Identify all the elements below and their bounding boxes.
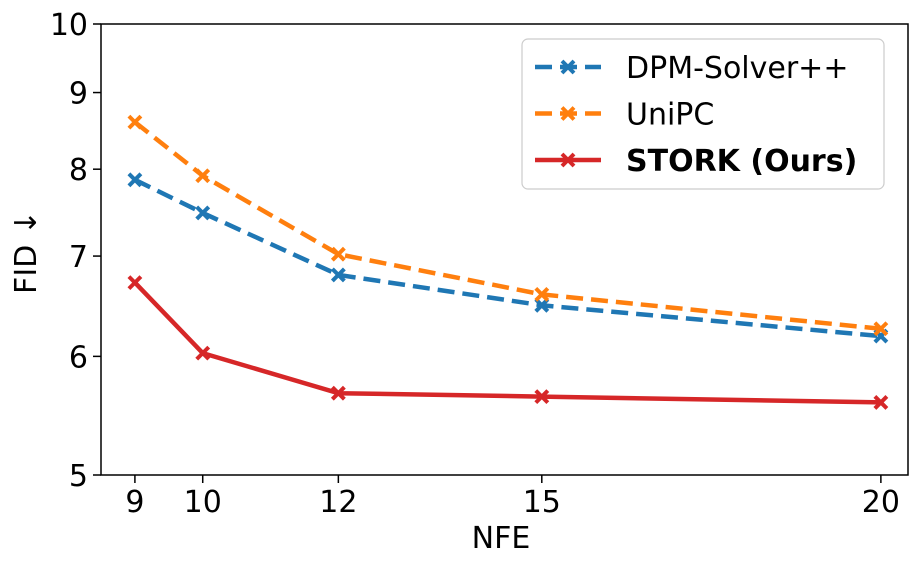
legend-entry: UniPC [535,98,714,133]
x-tick-label: 12 [319,485,357,520]
series-line [133,177,882,339]
legend-swatch-marker [560,152,576,168]
data-point [195,345,211,361]
y-tick-label: 7 [69,240,88,275]
data-point [127,114,143,130]
legend-label: STORK (Ours) [626,144,857,179]
series-1 [127,114,889,337]
x-tick-label: 20 [862,485,900,520]
series-2 [127,275,889,410]
data-point [330,267,346,283]
data-point [534,297,550,313]
data-point [873,321,889,337]
data-point [534,389,550,405]
legend: DPM-Solver++ UniPC STORK (Ours) [521,38,885,190]
legend-label: DPM-Solver++ [626,51,848,86]
legend-swatch-marker [560,106,576,121]
data-point [534,286,550,302]
legend-entry: STORK (Ours) [535,144,857,179]
y-tick-label: 5 [69,459,88,494]
y-tick-label: 10 [50,8,88,43]
series-line [133,120,882,332]
data-point [127,275,143,291]
data-point [195,205,211,221]
y-tick-label: 6 [69,340,88,375]
legend-swatch-marker [560,59,576,75]
y-axis: 5 6 7 8 9 10 [50,8,101,494]
x-tick-label: 15 [523,485,561,520]
series-line [133,281,881,405]
x-tick-label: 9 [125,485,144,520]
data-point [330,246,346,262]
data-point [195,168,211,184]
plot-frame [100,23,909,476]
series-layer [127,114,889,410]
y-axis-label: FID ↓ [9,210,44,294]
x-axis: 9 10 12 15 20 [125,475,900,520]
legend-box [521,38,885,190]
data-point [873,395,889,410]
legend-label: UniPC [626,98,714,133]
y-tick-label: 9 [69,77,88,112]
x-tick-label: 10 [184,485,222,520]
legend-entry: DPM-Solver++ [535,51,848,86]
x-axis-label: NFE [472,521,531,556]
data-point [127,172,143,188]
y-tick-label: 8 [69,153,88,188]
data-point [330,385,346,401]
